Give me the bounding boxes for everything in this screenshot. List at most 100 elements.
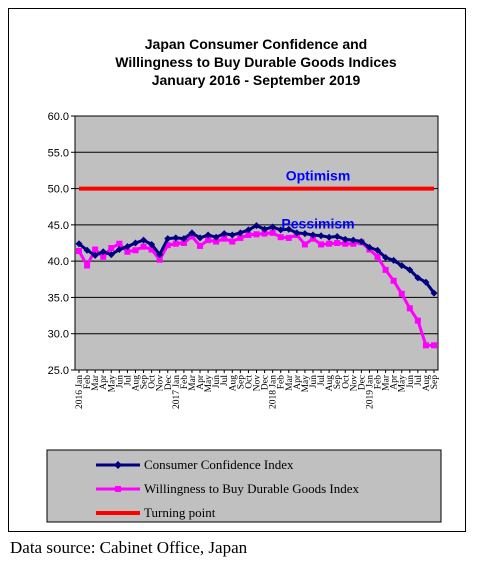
data-point-confidence — [357, 238, 365, 246]
data-point-willingness — [253, 231, 260, 238]
data-point-confidence — [140, 236, 148, 244]
data-point-confidence — [325, 233, 333, 241]
data-point-willingness — [205, 237, 212, 244]
data-point-confidence — [204, 231, 212, 239]
data-point-confidence — [220, 230, 228, 238]
legend-label-willingness-to-buy-durable-goods-index: Willingness to Buy Durable Goods Index — [144, 481, 360, 496]
data-point-confidence — [196, 234, 204, 242]
x-tick-label: Oct — [244, 375, 254, 389]
data-point-willingness — [148, 246, 155, 253]
data-point-confidence — [333, 232, 341, 240]
x-tick-label: Dec — [164, 375, 174, 390]
x-tick-label: 2018 Jan — [269, 375, 279, 409]
data-point-confidence — [212, 233, 220, 241]
x-tick-label: Mar — [91, 374, 101, 391]
x-tick-label: Jun — [212, 375, 222, 388]
data-point-confidence — [236, 229, 244, 237]
x-tick-label: Feb — [180, 375, 190, 390]
plot-area — [74, 115, 439, 371]
data-point-confidence — [253, 222, 260, 230]
x-tick-label: Mar — [285, 374, 295, 391]
x-tick-label: Jul — [220, 375, 230, 386]
data-point-willingness — [164, 242, 171, 249]
data-point-willingness — [156, 256, 163, 263]
data-point-confidence — [75, 240, 83, 248]
x-tick-label: May — [107, 375, 117, 393]
data-point-willingness — [180, 240, 187, 246]
data-point-willingness — [229, 238, 236, 245]
data-point-confidence — [244, 226, 252, 234]
data-point-confidence — [301, 230, 309, 238]
x-tick-label: May — [301, 375, 311, 393]
data-point-confidence — [99, 248, 107, 256]
data-point-confidence — [293, 229, 301, 237]
x-tick-label: Sep — [140, 375, 150, 390]
data-point-willingness — [309, 235, 316, 242]
x-tick-label: Mar — [188, 374, 198, 391]
x-tick-label: Oct — [341, 375, 351, 389]
data-point-confidence — [374, 246, 382, 254]
data-source-note: Data source: Cabinet Office, Japan — [10, 538, 248, 557]
data-point-willingness — [188, 233, 195, 240]
data-point-willingness — [213, 238, 220, 245]
y-tick-label: 35.0 — [48, 292, 69, 304]
data-point-willingness — [116, 240, 123, 247]
x-tick-label: Sep — [430, 375, 440, 390]
data-point-willingness — [390, 277, 397, 284]
y-tick-label: 45.0 — [48, 220, 69, 232]
data-point-willingness — [382, 266, 389, 273]
data-point-willingness — [172, 240, 179, 247]
x-tick-label: Apr — [99, 374, 109, 390]
data-point-willingness — [221, 235, 228, 242]
data-point-confidence — [91, 251, 99, 259]
x-tick-label: Feb — [277, 375, 287, 390]
y-tick-label: 55.0 — [48, 147, 69, 159]
data-point-confidence — [148, 240, 156, 248]
data-point-confidence — [228, 231, 236, 239]
data-point-willingness — [326, 240, 333, 247]
data-point-willingness — [84, 262, 91, 269]
x-tick-label: Feb — [83, 375, 93, 390]
data-point-confidence — [390, 256, 398, 264]
x-tick-label: Jun — [115, 375, 125, 388]
x-tick-label: Aug — [131, 375, 141, 392]
data-point-willingness — [277, 234, 284, 241]
data-point-willingness — [398, 290, 405, 297]
x-tick-label: Nov — [253, 375, 263, 392]
chart-title-line: Japan Consumer Confidence and — [145, 36, 367, 52]
data-point-confidence — [349, 236, 357, 244]
data-point-confidence — [414, 274, 422, 282]
data-point-willingness — [350, 240, 357, 247]
data-point-confidence — [180, 235, 188, 243]
data-point-confidence — [365, 243, 373, 251]
data-point-willingness — [100, 253, 107, 260]
data-point-confidence — [382, 254, 390, 262]
y-tick-label: 50.0 — [48, 184, 69, 196]
x-tick-label: Jun — [406, 375, 416, 388]
data-point-confidence — [430, 289, 438, 297]
data-point-willingness — [261, 230, 268, 237]
data-point-willingness — [197, 242, 204, 249]
x-tick-label: Sep — [236, 375, 246, 390]
data-point-willingness — [406, 305, 413, 312]
x-tick-label: Aug — [325, 375, 335, 392]
data-point-confidence — [156, 251, 164, 259]
y-tick-label: 40.0 — [48, 256, 69, 268]
legend-box — [46, 449, 442, 523]
x-tick-label: Jul — [123, 375, 133, 386]
data-point-confidence — [406, 266, 414, 274]
x-tick-label: May — [204, 375, 214, 393]
data-point-confidence — [188, 229, 196, 237]
data-point-willingness — [76, 247, 82, 254]
x-tick-label: 2019 Jan — [365, 375, 375, 409]
legend-marker-willingness-to-buy-durable-goods-index — [115, 486, 121, 492]
data-point-confidence — [131, 239, 139, 247]
data-point-confidence — [115, 246, 123, 254]
x-tick-label: Aug — [422, 375, 432, 392]
data-point-confidence — [309, 231, 317, 239]
x-tick-label: Nov — [156, 375, 166, 392]
data-point-confidence — [123, 243, 131, 251]
legend-label-consumer-confidence-index: Consumer Confidence Index — [144, 457, 294, 472]
data-point-willingness — [285, 234, 292, 241]
data-point-willingness — [132, 247, 139, 254]
